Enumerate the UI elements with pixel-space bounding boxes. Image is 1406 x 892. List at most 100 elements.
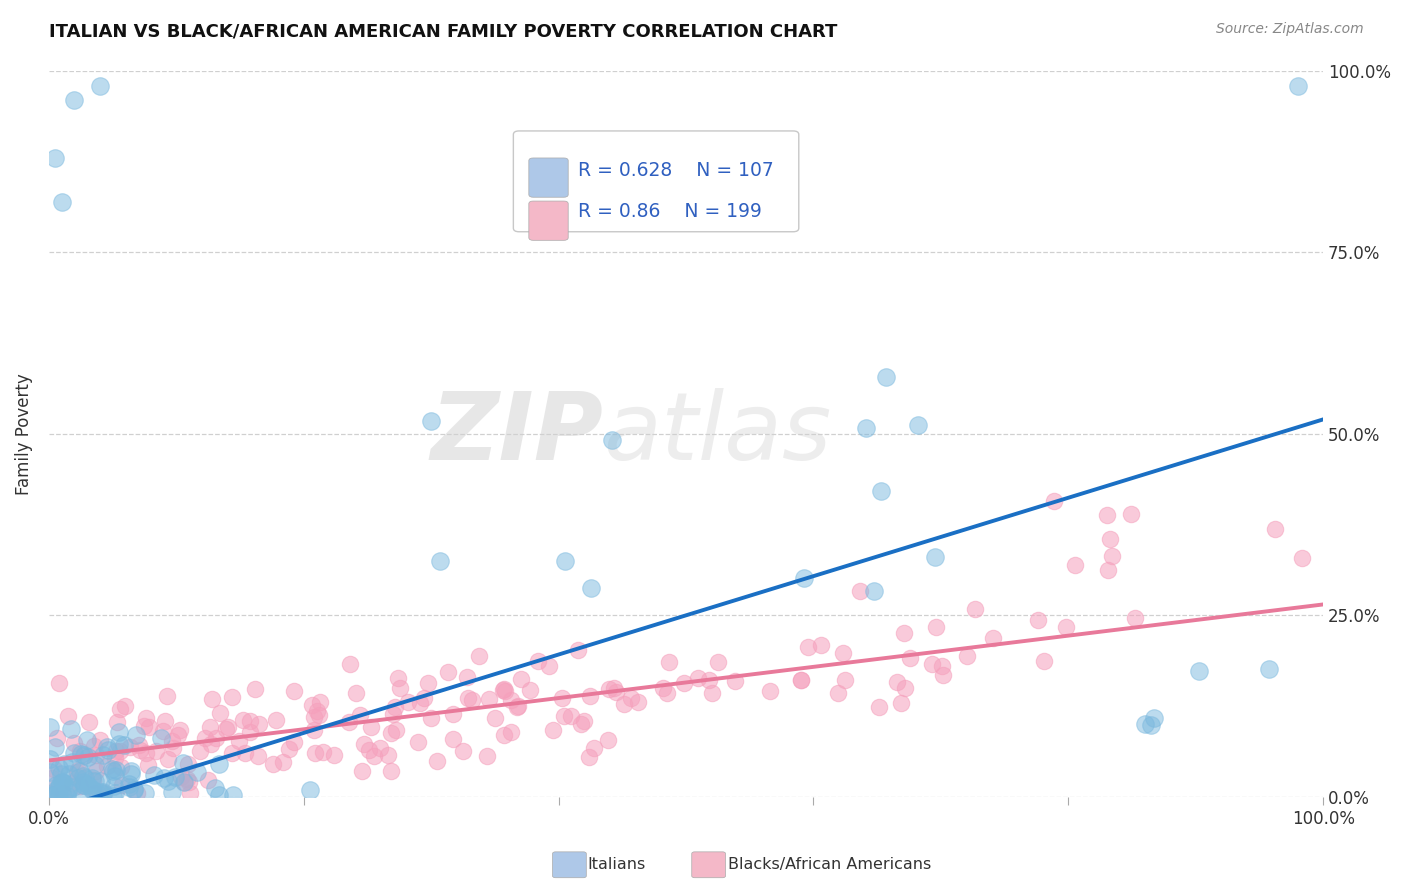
Point [86,764,108,778]
Point [48,789,70,803]
Point [179,786,201,800]
Point [862,584,884,599]
Point [208,756,231,771]
Point [344,686,367,700]
Point [80,781,103,796]
Point [550,690,572,705]
Point [247,717,270,731]
Point [197,772,219,787]
Point [831,646,853,660]
Point [215,723,238,737]
Point [42,762,65,776]
Point [56,709,79,723]
Point [73,749,96,764]
Point [827,685,849,699]
Point [169,723,191,738]
Point [200,720,222,734]
Point [396,695,419,709]
Point [413,690,436,705]
Point [790,673,813,687]
Point [461,692,484,706]
Point [457,690,479,705]
Point [86,786,108,800]
Point [368,741,391,756]
Point [108,744,131,758]
Point [70,747,93,762]
Point [91,748,114,763]
Point [41,771,63,785]
Point [51,775,73,789]
Point [578,689,600,703]
Point [135,746,157,760]
Point [108,724,131,739]
Point [855,421,877,435]
Point [108,737,131,751]
Point [48,676,70,690]
Point [73,747,96,762]
Point [77,714,100,729]
Point [1143,710,1166,724]
Point [499,725,522,739]
Point [441,732,464,747]
Point [560,708,582,723]
Point [700,686,723,700]
Point [699,673,721,687]
Point [48,776,70,790]
Point [84,757,107,772]
Point [80,771,103,785]
Point [217,720,239,734]
Point [105,744,128,758]
Point [73,778,96,792]
Point [221,746,243,760]
Point [111,779,134,793]
Point [673,675,696,690]
Point [569,716,592,731]
Point [598,732,620,747]
Point [62,780,84,794]
Point [221,690,243,705]
Point [478,691,501,706]
Point [103,764,125,779]
Text: Source: ZipAtlas.com: Source: ZipAtlas.com [1216,22,1364,37]
Point [456,670,478,684]
Point [308,695,330,709]
Point [477,749,499,764]
Point [387,671,409,685]
Point [73,771,96,785]
Point [426,755,449,769]
Text: R = 0.86    N = 199: R = 0.86 N = 199 [578,202,762,221]
Point [278,742,301,756]
Point [796,640,818,655]
Point [598,681,620,696]
Point [868,699,890,714]
Point [128,738,150,752]
Point [194,731,217,746]
Point [658,655,681,669]
Point [204,780,226,795]
Point [112,738,135,752]
Point [46,789,69,803]
Point [188,744,211,758]
Point [136,758,159,772]
Point [62,746,84,760]
Point [125,786,148,800]
Point [138,721,160,735]
Point [1123,611,1146,625]
Point [759,684,782,698]
Point [620,690,643,705]
Point [655,686,678,700]
Point [1286,78,1309,93]
Point [76,733,98,747]
Point [69,780,91,794]
Point [114,698,136,713]
Point [1095,508,1118,522]
Point [162,785,184,799]
Point [103,779,125,793]
Point [420,710,443,724]
Point [339,715,361,730]
Point [76,750,98,764]
Point [134,786,156,800]
Point [494,684,516,698]
Point [46,781,69,796]
Point [603,681,626,696]
